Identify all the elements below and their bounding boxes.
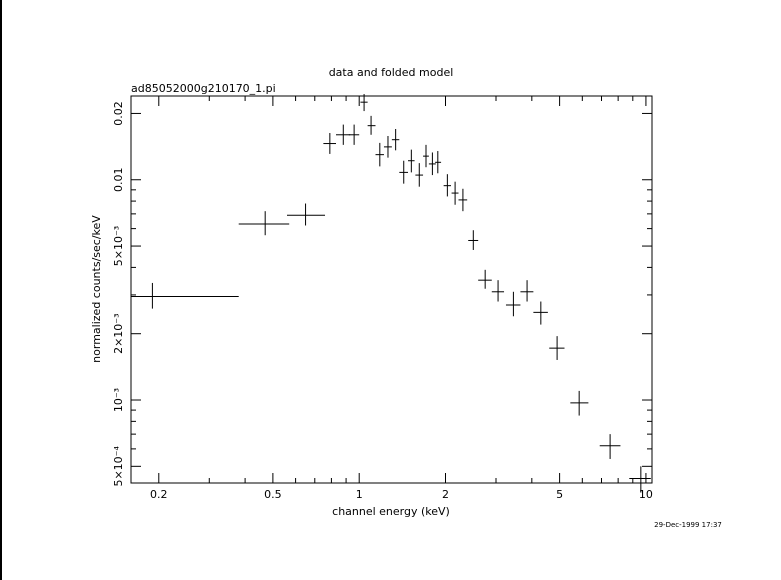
- data-point: [335, 124, 351, 145]
- x-tick-label: 0.5: [264, 488, 282, 501]
- data-point: [491, 280, 505, 302]
- y-tick-label: 5×10⁻³: [112, 226, 125, 266]
- y-tick-label: 2×10⁻³: [112, 313, 125, 353]
- data-point: [458, 188, 468, 212]
- data-point: [415, 163, 424, 187]
- data-point: [533, 301, 548, 325]
- data-point: [383, 135, 392, 158]
- data-point: [629, 466, 651, 493]
- plot-frame: [130, 95, 653, 484]
- data-point: [549, 336, 565, 360]
- data-point: [391, 128, 400, 151]
- x-tick-label: 1: [356, 488, 363, 501]
- y-tick-label: 10⁻³: [112, 388, 125, 412]
- y-tick-label: 0.01: [112, 167, 125, 192]
- data-point: [367, 115, 376, 135]
- data-point: [286, 203, 326, 226]
- chart-subtitle: ad85052000g210170_1.pi: [131, 82, 276, 95]
- window-left-edge: [0, 0, 2, 580]
- data-point: [238, 211, 290, 236]
- data-point: [443, 174, 451, 197]
- data-point: [599, 434, 621, 459]
- data-point: [323, 133, 336, 154]
- axes: 0.2 0.5 1 2 5 10 0.02 0.01 5×10⁻³ 2×10⁻³ 10⁻³ 5×10⁻…: [112, 96, 653, 501]
- x-tick-label: 0.2: [150, 488, 168, 501]
- y-axis-label: normalized counts/sec/keV: [90, 215, 103, 363]
- data-point: [468, 230, 479, 250]
- data-point: [131, 282, 239, 309]
- y-tick-label: 0.02: [112, 101, 125, 126]
- data-point: [505, 291, 521, 317]
- chart-title: data and folded model: [329, 66, 454, 79]
- data-point: [570, 390, 589, 416]
- data-point: [399, 160, 409, 184]
- timestamp: 29-Dec-1999 17:37: [654, 521, 722, 529]
- x-tick-label: 2: [442, 488, 449, 501]
- y-tick-label: 5×10⁻⁴: [112, 446, 125, 487]
- x-tick-label: 5: [556, 488, 563, 501]
- x-tick-label: 10: [639, 488, 653, 501]
- data-point: [451, 181, 459, 205]
- data-point: [478, 269, 492, 289]
- data-points: [131, 94, 651, 493]
- data-point: [375, 142, 384, 167]
- data-point: [360, 94, 368, 112]
- data-point: [408, 149, 415, 173]
- data-point: [423, 144, 429, 168]
- x-axis-label: channel energy (keV): [332, 505, 450, 518]
- data-point: [428, 152, 436, 176]
- data-point: [520, 280, 534, 302]
- data-point: [435, 151, 442, 174]
- data-point: [348, 124, 360, 145]
